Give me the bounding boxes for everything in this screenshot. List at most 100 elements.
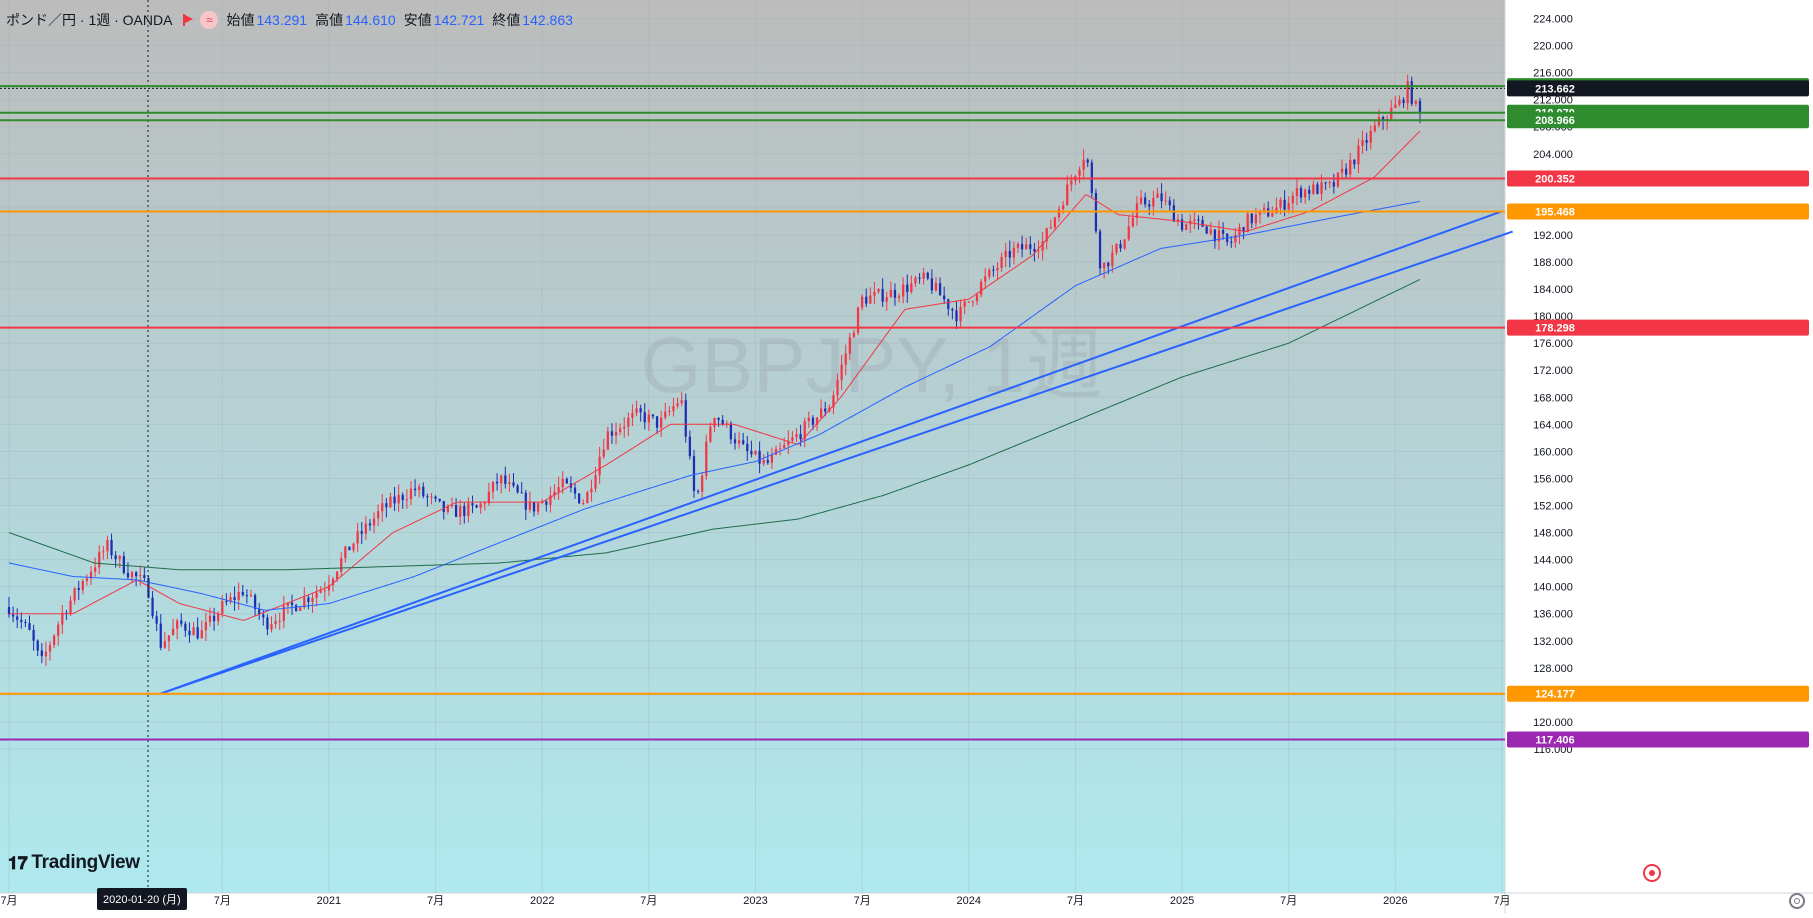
- candle: [1180, 213, 1184, 232]
- candle: [1242, 226, 1245, 240]
- candle: [471, 495, 474, 514]
- candle: [680, 391, 683, 407]
- candle: [352, 542, 355, 553]
- crosshair-date-label: 2020-01-20 (月): [97, 888, 187, 910]
- candle: [52, 634, 56, 649]
- candle: [1033, 242, 1036, 262]
- candle-body: [258, 609, 261, 615]
- candle-body: [865, 296, 868, 304]
- candle: [106, 535, 109, 559]
- candle-body: [655, 416, 659, 428]
- candle: [910, 275, 913, 294]
- candle-body: [176, 620, 179, 629]
- candle-body: [930, 278, 933, 291]
- candle-body: [98, 552, 101, 568]
- time-tick-label: 2022: [530, 895, 554, 907]
- candle-body: [635, 408, 638, 414]
- candle-body: [861, 296, 864, 308]
- candle-body: [1180, 219, 1184, 230]
- candle: [975, 292, 979, 306]
- candle-body: [1049, 227, 1052, 229]
- candle-body: [266, 617, 269, 630]
- candle: [1303, 188, 1307, 204]
- candle-body: [294, 605, 298, 611]
- candle-body: [1197, 219, 1200, 221]
- candle-body: [955, 310, 958, 322]
- candle: [122, 551, 125, 575]
- candle-body: [701, 475, 704, 492]
- record-icon[interactable]: [1643, 864, 1661, 882]
- candle: [459, 499, 462, 526]
- candle: [171, 618, 175, 636]
- candle-body: [897, 296, 901, 298]
- candle-body: [565, 478, 568, 484]
- candle-body: [61, 612, 64, 625]
- tradingview-logo[interactable]: 𝟏𝟕 TradingView: [8, 852, 140, 874]
- candle-body: [221, 601, 224, 614]
- candle-body: [729, 423, 733, 440]
- candle-body: [184, 623, 187, 631]
- candle-body: [413, 488, 417, 491]
- candle: [130, 570, 134, 583]
- candle-body: [1025, 244, 1028, 250]
- candle-body: [1139, 197, 1143, 204]
- candle: [1234, 227, 1237, 248]
- candle-body: [1394, 104, 1397, 109]
- candle: [155, 610, 158, 632]
- symbol-title[interactable]: ポンド／円 · 1週 · OANDA: [6, 12, 173, 28]
- level-label: 200.352: [1535, 173, 1575, 185]
- price-tick-label: 224.000: [1533, 14, 1573, 26]
- time-tick-label: 2023: [743, 895, 767, 907]
- candle: [1037, 240, 1040, 259]
- candle: [1041, 231, 1044, 261]
- time-tick-label: 7月: [1493, 895, 1510, 907]
- candle: [290, 594, 294, 615]
- candle: [323, 581, 326, 602]
- candle-body: [1221, 230, 1225, 234]
- candle-body: [1349, 160, 1352, 175]
- candle: [791, 431, 794, 444]
- candle: [811, 415, 815, 430]
- candle-body: [668, 410, 671, 412]
- candle-body: [483, 503, 486, 505]
- candle-body: [303, 597, 306, 608]
- flag-icon[interactable]: [182, 14, 194, 26]
- candle: [422, 482, 425, 499]
- candle-body: [323, 590, 326, 592]
- candle: [167, 635, 171, 652]
- candle-body: [1279, 199, 1282, 208]
- candle-body: [463, 506, 466, 516]
- candle-body: [639, 408, 642, 413]
- candle: [971, 300, 975, 307]
- candle-body: [582, 502, 585, 504]
- candle-body: [856, 307, 860, 333]
- candle-body: [545, 501, 548, 505]
- candle-body: [811, 417, 815, 425]
- time-tick-label: 7月: [854, 895, 871, 907]
- candle-body: [348, 546, 351, 551]
- candle-body: [352, 543, 355, 551]
- candle-body: [910, 283, 913, 292]
- candle-body: [299, 607, 302, 611]
- candle-body: [1283, 199, 1286, 210]
- candle-body: [171, 628, 175, 636]
- candle-body: [385, 503, 388, 508]
- wave-icon[interactable]: ≈: [200, 11, 219, 29]
- candle-body: [762, 460, 765, 464]
- candle-body: [1201, 219, 1204, 227]
- candle: [549, 486, 552, 513]
- candle: [750, 440, 753, 458]
- candle-body: [1082, 159, 1085, 170]
- candle: [1295, 177, 1299, 206]
- candle-body: [1144, 197, 1147, 205]
- candle: [1185, 223, 1188, 231]
- candle-body: [217, 613, 220, 622]
- settings-icon[interactable]: [1789, 893, 1805, 909]
- candle: [746, 435, 749, 461]
- candle-body: [1164, 200, 1167, 202]
- candle-body: [344, 546, 347, 559]
- candle-body: [282, 605, 285, 621]
- candle: [733, 432, 737, 450]
